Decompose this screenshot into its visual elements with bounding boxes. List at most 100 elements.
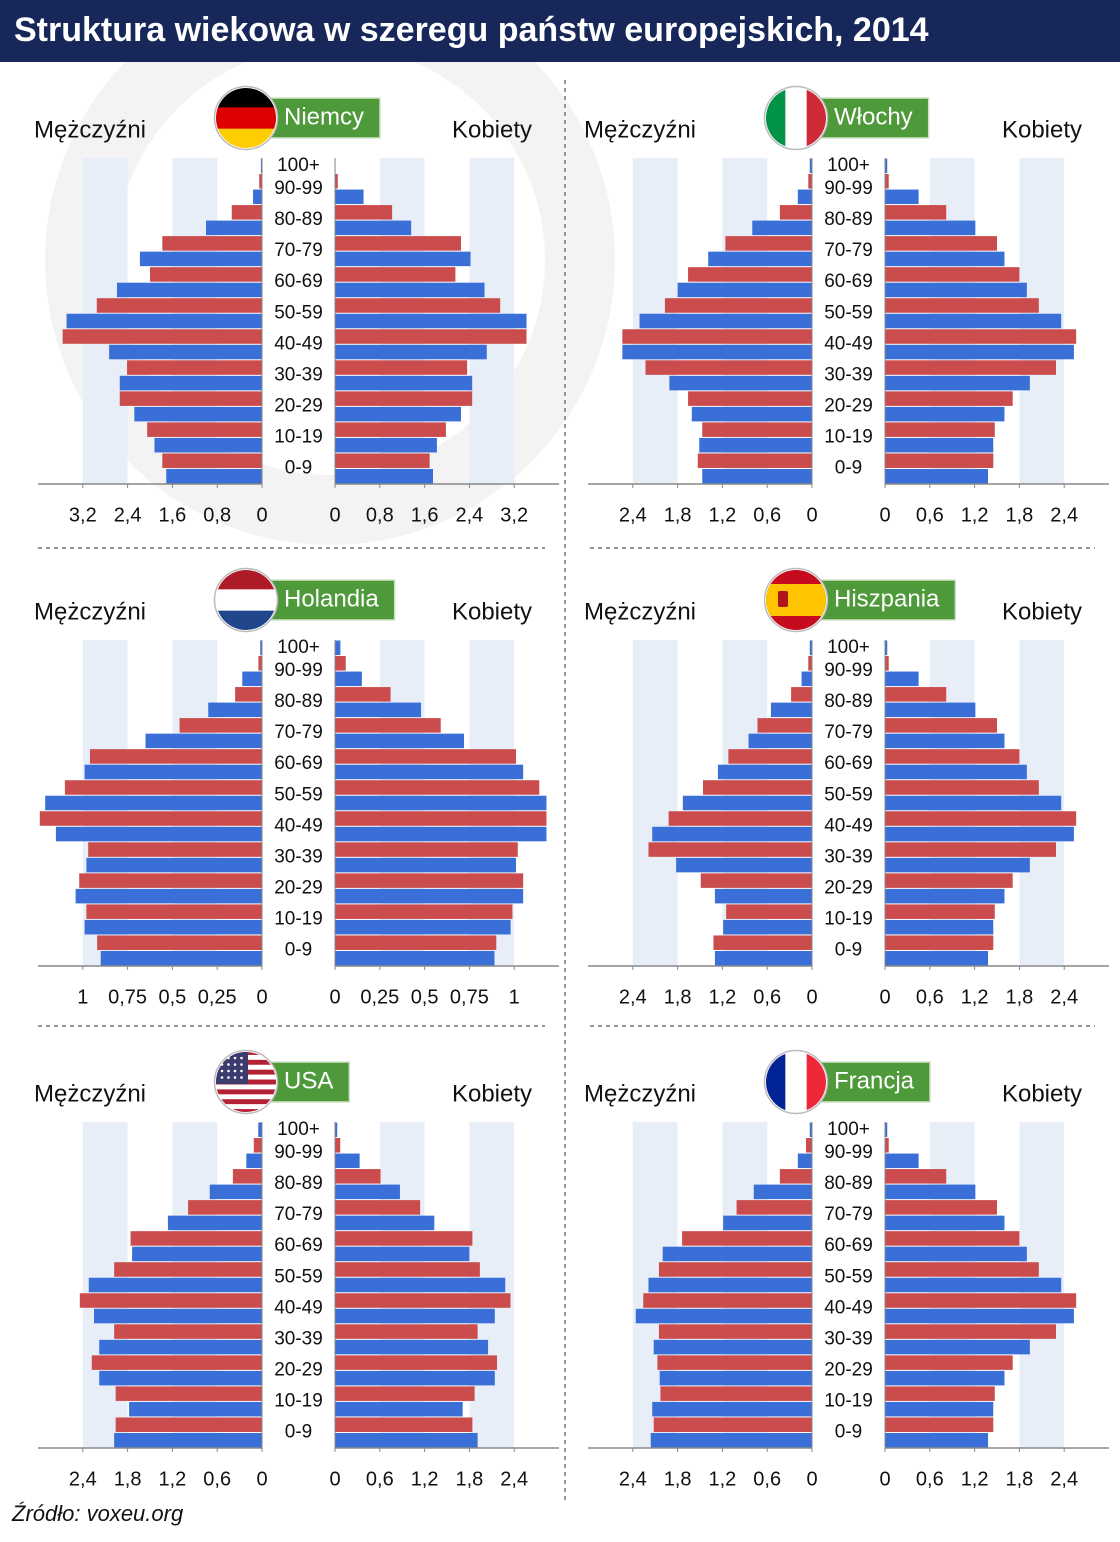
bar xyxy=(45,795,262,811)
x-tick-label: 0 xyxy=(329,504,340,526)
bar xyxy=(335,1293,511,1308)
bar xyxy=(114,1432,262,1448)
bar xyxy=(260,640,262,656)
bar xyxy=(728,749,812,764)
age-label: 20-29 xyxy=(824,877,873,898)
age-label: 10-19 xyxy=(824,908,873,929)
age-label: 20-29 xyxy=(274,395,323,416)
age-label: 30-39 xyxy=(824,1328,873,1349)
bar xyxy=(335,687,391,702)
flag-star xyxy=(227,1069,230,1073)
age-label: 70-79 xyxy=(824,722,873,743)
bar xyxy=(115,1386,262,1401)
country-badge xyxy=(809,1061,931,1103)
grid-band xyxy=(632,640,678,966)
bar xyxy=(885,950,989,966)
bar xyxy=(885,344,1074,360)
bar xyxy=(885,267,1020,282)
bar xyxy=(791,687,812,702)
bar xyxy=(885,1122,888,1138)
age-label: 20-29 xyxy=(824,1359,873,1380)
bar xyxy=(622,344,812,360)
bar xyxy=(335,904,513,919)
flag-stripe xyxy=(766,1052,786,1112)
bar xyxy=(335,780,540,795)
bar xyxy=(885,468,989,484)
age-label: 40-49 xyxy=(274,815,323,836)
age-label: 0-9 xyxy=(835,1421,862,1442)
flag-star xyxy=(240,1056,243,1060)
flag xyxy=(763,85,829,151)
x-tick-label: 3,2 xyxy=(69,504,97,526)
pyramid-panel: 0-9 10-19 20-29 30-39 40-49 50-59 60-69 70-79 80… xyxy=(584,85,1109,526)
bar xyxy=(653,1339,812,1355)
bar xyxy=(797,189,812,205)
x-tick-label: 1,8 xyxy=(664,504,692,526)
x-tick-label: 1 xyxy=(509,986,520,1008)
bar xyxy=(335,950,495,966)
x-tick-label: 2,4 xyxy=(69,1468,97,1490)
age-label: 100+ xyxy=(827,637,870,658)
flag-stripe xyxy=(785,1052,808,1112)
country-badge xyxy=(259,97,381,139)
bar xyxy=(688,391,812,406)
bar xyxy=(700,873,812,888)
age-label: 50-59 xyxy=(274,784,323,805)
bar xyxy=(885,1200,997,1215)
x-tick-label: 3,2 xyxy=(500,504,528,526)
bar xyxy=(779,205,812,220)
x-tick-label: 0,8 xyxy=(366,504,394,526)
bar xyxy=(335,298,501,313)
bar xyxy=(335,1308,495,1324)
age-label: 70-79 xyxy=(824,240,873,261)
bar xyxy=(885,437,994,453)
bar xyxy=(134,406,262,422)
bar xyxy=(806,1138,812,1153)
x-tick-label: 0 xyxy=(806,504,817,526)
bar xyxy=(119,375,262,391)
bar xyxy=(885,811,1077,826)
bar xyxy=(258,656,262,671)
bar xyxy=(885,1308,1074,1324)
bar xyxy=(885,749,1020,764)
bar xyxy=(717,764,812,780)
bar xyxy=(335,468,433,484)
bar xyxy=(335,1370,495,1386)
bar xyxy=(335,842,518,857)
age-label: 30-39 xyxy=(274,846,323,867)
bar xyxy=(885,391,1013,406)
bar xyxy=(808,656,812,671)
age-label: 90-99 xyxy=(824,660,873,681)
bar xyxy=(86,904,262,919)
bar xyxy=(622,329,812,344)
bar xyxy=(335,360,468,375)
bar xyxy=(145,733,262,749)
x-tick-label: 0 xyxy=(806,986,817,1008)
bar xyxy=(885,687,947,702)
bar xyxy=(335,1339,489,1355)
flag-stripe xyxy=(766,584,826,616)
side-label: Kobiety xyxy=(452,598,532,625)
bar xyxy=(335,236,461,251)
age-label: 20-29 xyxy=(274,877,323,898)
bar xyxy=(162,236,262,251)
age-label: 80-89 xyxy=(824,209,873,230)
bar xyxy=(699,437,812,453)
x-tick-label: 0 xyxy=(256,986,267,1008)
x-tick-label: 0,6 xyxy=(753,504,781,526)
bar xyxy=(725,236,812,251)
bar xyxy=(713,935,812,950)
flag-stripe xyxy=(216,1089,276,1095)
bar xyxy=(246,1153,262,1169)
bar xyxy=(335,1215,435,1231)
bar xyxy=(335,391,473,406)
bar xyxy=(736,1200,812,1215)
bar xyxy=(260,158,262,174)
bar xyxy=(208,702,262,718)
bar xyxy=(258,1122,262,1138)
x-tick-label: 1,8 xyxy=(1005,1468,1033,1490)
bar xyxy=(801,671,812,687)
bar xyxy=(89,749,262,764)
x-tick-label: 0 xyxy=(806,1468,817,1490)
bar xyxy=(335,267,456,282)
